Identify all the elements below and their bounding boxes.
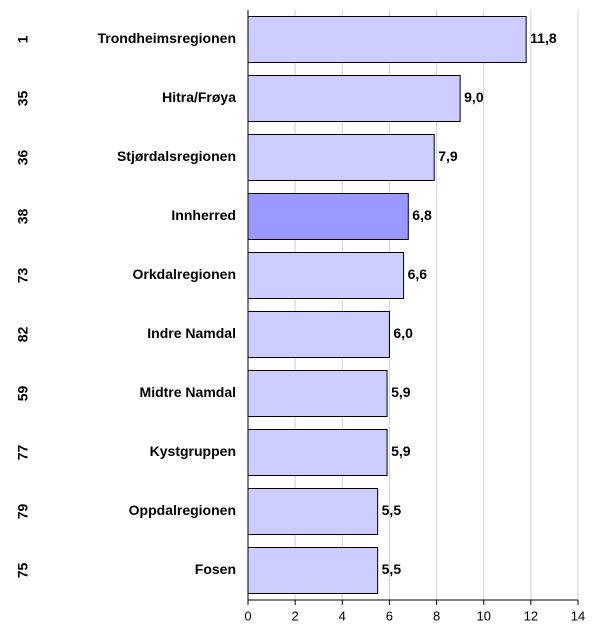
- rank-label: 38: [15, 209, 31, 225]
- x-tick-label: 12: [524, 608, 538, 623]
- bar: [247, 193, 409, 240]
- bar: [247, 252, 405, 299]
- category-label: Midtre Namdal: [140, 384, 236, 400]
- rank-label: 59: [15, 386, 31, 402]
- x-tick-label: 6: [386, 608, 393, 623]
- bar: [247, 370, 388, 417]
- value-label: 6,6: [408, 266, 428, 282]
- value-label: 9,0: [464, 89, 484, 105]
- bar: [247, 134, 435, 181]
- bar: [247, 311, 390, 358]
- x-tick-label: 2: [292, 608, 299, 623]
- rank-label: 75: [15, 563, 31, 579]
- category-label: Kystgruppen: [150, 443, 236, 459]
- bar: [247, 429, 388, 476]
- category-label: Orkdalregionen: [133, 266, 236, 282]
- bar: [247, 488, 379, 535]
- category-label: Trondheimsregionen: [98, 30, 236, 46]
- x-tick-label: 10: [476, 608, 490, 623]
- value-label: 6,8: [412, 207, 432, 223]
- value-label: 5,5: [382, 561, 402, 577]
- value-label: 7,9: [438, 148, 458, 164]
- value-label: 5,9: [391, 443, 411, 459]
- bar: [247, 75, 461, 122]
- category-label: Indre Namdal: [147, 325, 236, 341]
- rank-label: 79: [15, 504, 31, 520]
- x-tick-label: 4: [339, 608, 346, 623]
- category-label: Hitra/Frøya: [162, 89, 236, 105]
- bar: [247, 16, 527, 63]
- value-label: 11,8: [530, 30, 557, 46]
- rank-label: 82: [15, 327, 31, 343]
- category-label: Innherred: [171, 207, 236, 223]
- category-label: Oppdalregionen: [129, 502, 236, 518]
- bar: [247, 547, 379, 594]
- category-label: Stjørdalsregionen: [117, 148, 236, 164]
- rank-label: 73: [15, 268, 31, 284]
- category-label: Fosen: [195, 561, 236, 577]
- x-tick-label: 0: [244, 608, 251, 623]
- rank-label: 1: [15, 35, 31, 43]
- rank-label: 35: [15, 91, 31, 107]
- value-label: 5,5: [382, 502, 402, 518]
- value-label: 6,0: [393, 325, 413, 341]
- x-tick-label: 8: [433, 608, 440, 623]
- rank-label: 77: [15, 445, 31, 461]
- x-tick-label: 14: [571, 608, 585, 623]
- rank-label: 36: [15, 150, 31, 166]
- value-label: 5,9: [391, 384, 411, 400]
